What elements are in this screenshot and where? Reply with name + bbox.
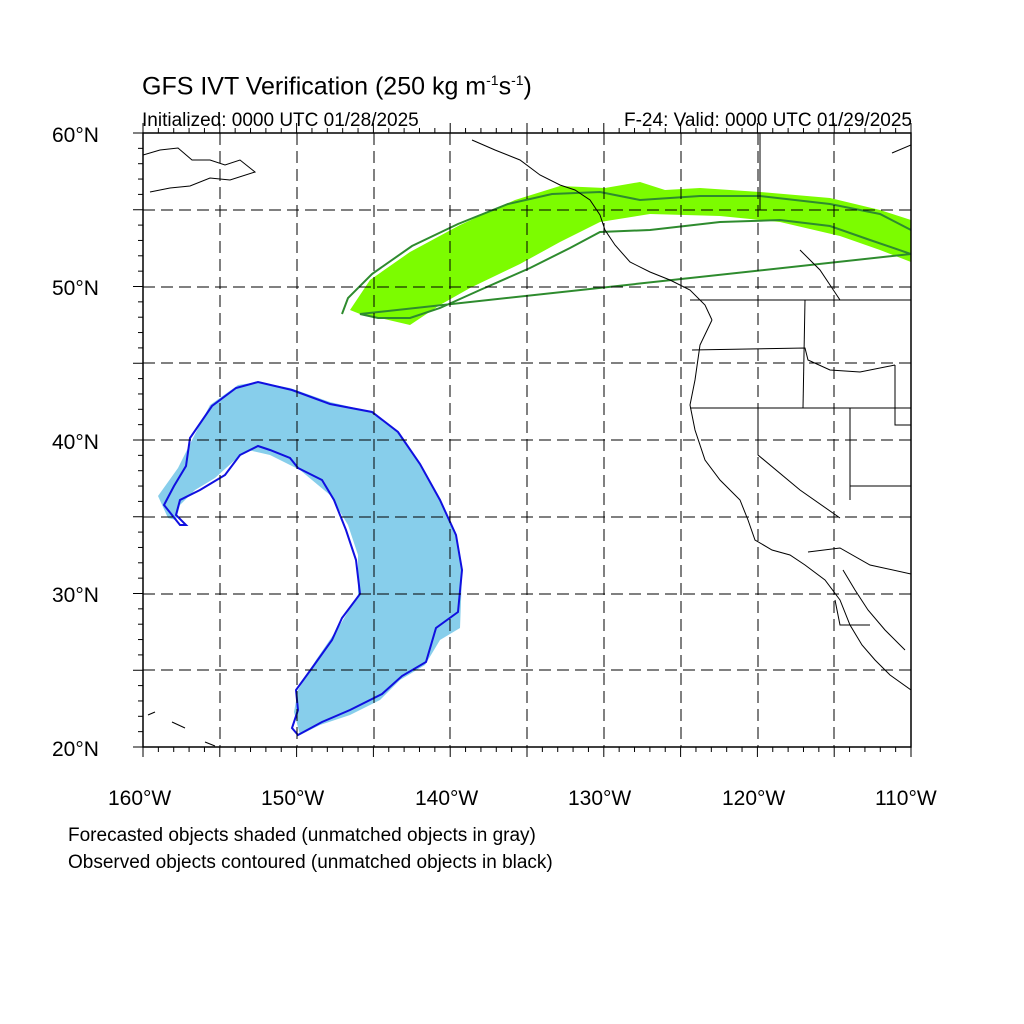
coastlines — [143, 133, 911, 747]
valid-time: F-24: Valid: 0000 UTC 01/29/2025 — [624, 110, 912, 131]
lon-label-130w: 130°W — [568, 787, 631, 810]
latitude-labels: 20°N 30°N 40°N 50°N 60°N — [52, 124, 99, 761]
forecast-object-blue — [158, 382, 462, 735]
lat-label-30n: 30°N — [52, 584, 99, 607]
forecast-object-green — [350, 182, 911, 325]
lon-label-120w: 120°W — [722, 787, 785, 810]
lat-label-20n: 20°N — [52, 738, 99, 761]
observed-contour-green — [341, 190, 911, 319]
map-title: GFS IVT Verification (250 kg m-1s-1) — [142, 72, 532, 101]
lon-label-150w: 150°W — [261, 787, 324, 810]
lon-label-140w: 140°W — [415, 787, 478, 810]
lat-label-60n: 60°N — [52, 124, 99, 147]
footer-forecast-note: Forecasted objects shaded (unmatched obj… — [68, 825, 536, 846]
grid — [143, 133, 911, 747]
axis-ticks — [133, 123, 912, 757]
initialized-time: Initialized: 0000 UTC 01/28/2025 — [142, 110, 419, 131]
observed-contour-blue — [162, 380, 464, 737]
lon-label-160w: 160°W — [108, 787, 171, 810]
longitude-labels: 160°W 150°W 140°W 130°W 120°W 110°W — [108, 787, 937, 810]
lat-label-50n: 50°N — [52, 277, 99, 300]
footer-observed-note: Observed objects contoured (unmatched ob… — [68, 852, 553, 873]
lon-label-110w: 110°W — [875, 787, 937, 810]
lat-label-40n: 40°N — [52, 431, 99, 454]
